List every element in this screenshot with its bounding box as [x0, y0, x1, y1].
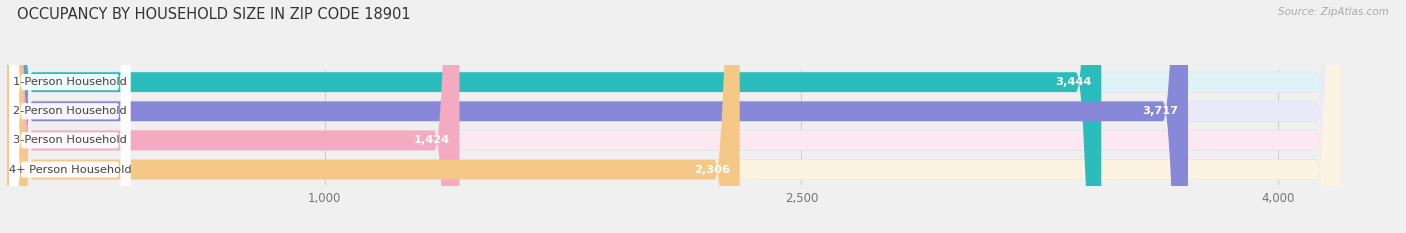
- Text: 1,424: 1,424: [413, 135, 450, 145]
- FancyBboxPatch shape: [7, 0, 1341, 233]
- FancyBboxPatch shape: [7, 0, 1101, 233]
- Text: 1-Person Household: 1-Person Household: [13, 77, 127, 87]
- Text: Source: ZipAtlas.com: Source: ZipAtlas.com: [1278, 7, 1389, 17]
- FancyBboxPatch shape: [10, 0, 131, 233]
- FancyBboxPatch shape: [7, 0, 1341, 233]
- Text: 2-Person Household: 2-Person Household: [13, 106, 127, 116]
- FancyBboxPatch shape: [7, 0, 1341, 233]
- FancyBboxPatch shape: [10, 0, 131, 233]
- Text: 3-Person Household: 3-Person Household: [13, 135, 127, 145]
- Text: 2,306: 2,306: [695, 164, 730, 175]
- FancyBboxPatch shape: [7, 0, 1341, 233]
- Text: 3,717: 3,717: [1143, 106, 1178, 116]
- FancyBboxPatch shape: [7, 0, 1341, 233]
- Text: 4+ Person Household: 4+ Person Household: [8, 164, 131, 175]
- FancyBboxPatch shape: [7, 0, 1341, 233]
- FancyBboxPatch shape: [7, 0, 1341, 233]
- FancyBboxPatch shape: [10, 0, 131, 233]
- FancyBboxPatch shape: [7, 0, 460, 233]
- FancyBboxPatch shape: [7, 0, 1341, 233]
- FancyBboxPatch shape: [7, 0, 740, 233]
- Text: 3,444: 3,444: [1056, 77, 1091, 87]
- FancyBboxPatch shape: [7, 0, 1188, 233]
- Text: OCCUPANCY BY HOUSEHOLD SIZE IN ZIP CODE 18901: OCCUPANCY BY HOUSEHOLD SIZE IN ZIP CODE …: [17, 7, 411, 22]
- FancyBboxPatch shape: [10, 0, 131, 233]
